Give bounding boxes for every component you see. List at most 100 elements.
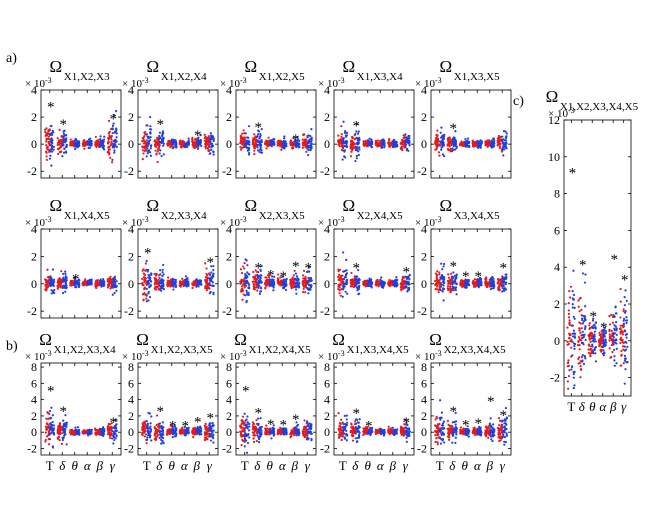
blue-point [443, 276, 446, 279]
red-point [499, 142, 502, 145]
blue-point [212, 150, 215, 153]
blue-point [161, 138, 164, 141]
blue-point [268, 282, 271, 286]
blue-point [492, 287, 495, 290]
blue-point [102, 284, 105, 287]
red-point [276, 140, 279, 143]
blue-point [210, 144, 213, 147]
red-point [168, 283, 171, 286]
panel-title-subscript: X2,X3,X5 [259, 210, 305, 222]
red-point [488, 141, 491, 144]
blue-point [65, 143, 68, 146]
red-point [301, 274, 305, 277]
red-point [501, 150, 504, 153]
red-point [376, 139, 380, 142]
red-point [145, 297, 148, 300]
blue-point [198, 282, 201, 285]
axes-frame-a1 [40, 89, 122, 179]
red-point [350, 143, 353, 146]
red-point [143, 278, 146, 282]
red-point [305, 150, 308, 153]
blue-point [443, 262, 446, 266]
blue-point [111, 429, 114, 433]
red-point [436, 139, 439, 142]
blue-point [209, 284, 212, 287]
blue-point [451, 137, 454, 141]
blue-point [212, 272, 215, 275]
axis-exponent-power: -3 [142, 215, 149, 224]
red-point [208, 272, 211, 275]
blue-point [345, 273, 348, 276]
blue-point [148, 295, 152, 299]
blue-point [62, 276, 65, 279]
blue-point [478, 145, 481, 148]
blue-point [408, 273, 411, 277]
blue-point [158, 138, 161, 141]
red-point [141, 158, 144, 161]
blue-point [282, 143, 285, 147]
blue-point [308, 279, 311, 282]
red-point [59, 286, 62, 289]
ytick-label: -2 [417, 164, 427, 178]
blue-point [501, 148, 504, 151]
blue-point [146, 124, 149, 127]
points-b1 [44, 406, 118, 449]
red-point [108, 153, 111, 156]
blue-point [102, 434, 105, 438]
blue-point [342, 251, 345, 254]
ytick-label: 2 [31, 110, 37, 124]
blue-point [74, 145, 77, 148]
blue-point [112, 277, 116, 280]
blue-point [100, 285, 103, 288]
red-point [304, 140, 307, 143]
red-point [110, 286, 114, 289]
red-point [484, 140, 487, 143]
red-point [205, 289, 209, 292]
red-point [497, 287, 501, 290]
red-point [291, 285, 294, 288]
red-point [191, 286, 194, 290]
blue-point [88, 283, 91, 286]
blue-point [368, 137, 371, 140]
blue-point [259, 146, 262, 150]
red-point [47, 431, 51, 434]
red-point [204, 285, 207, 288]
red-point [256, 289, 259, 292]
blue-point [358, 138, 361, 141]
points-a9 [337, 251, 411, 298]
blue-point [257, 140, 260, 143]
blue-point [505, 132, 508, 135]
blue-point [50, 428, 53, 431]
red-point [156, 143, 159, 147]
red-point [349, 278, 353, 282]
blue-point [89, 144, 92, 147]
blue-point [355, 154, 358, 158]
blue-point [367, 282, 370, 286]
red-point [437, 288, 440, 291]
blue-point [466, 137, 470, 140]
red-point [193, 142, 196, 145]
blue-point [342, 138, 345, 141]
blue-point [357, 153, 360, 157]
blue-point [49, 422, 52, 425]
blue-point [162, 282, 165, 286]
blue-point [408, 144, 411, 147]
red-point [240, 132, 244, 135]
blue-point [503, 288, 506, 291]
blue-point [405, 280, 409, 283]
blue-point [247, 147, 250, 151]
blue-point [504, 136, 508, 140]
blue-point [273, 138, 276, 141]
blue-point [160, 154, 163, 158]
blue-point [501, 142, 505, 145]
blue-point [64, 284, 68, 287]
blue-point [50, 164, 53, 167]
blue-point [77, 283, 80, 287]
red-point [254, 138, 257, 141]
blue-point [454, 286, 457, 289]
blue-point [77, 281, 80, 285]
blue-point [283, 135, 286, 138]
blue-point [464, 140, 467, 143]
blue-point [463, 286, 467, 289]
